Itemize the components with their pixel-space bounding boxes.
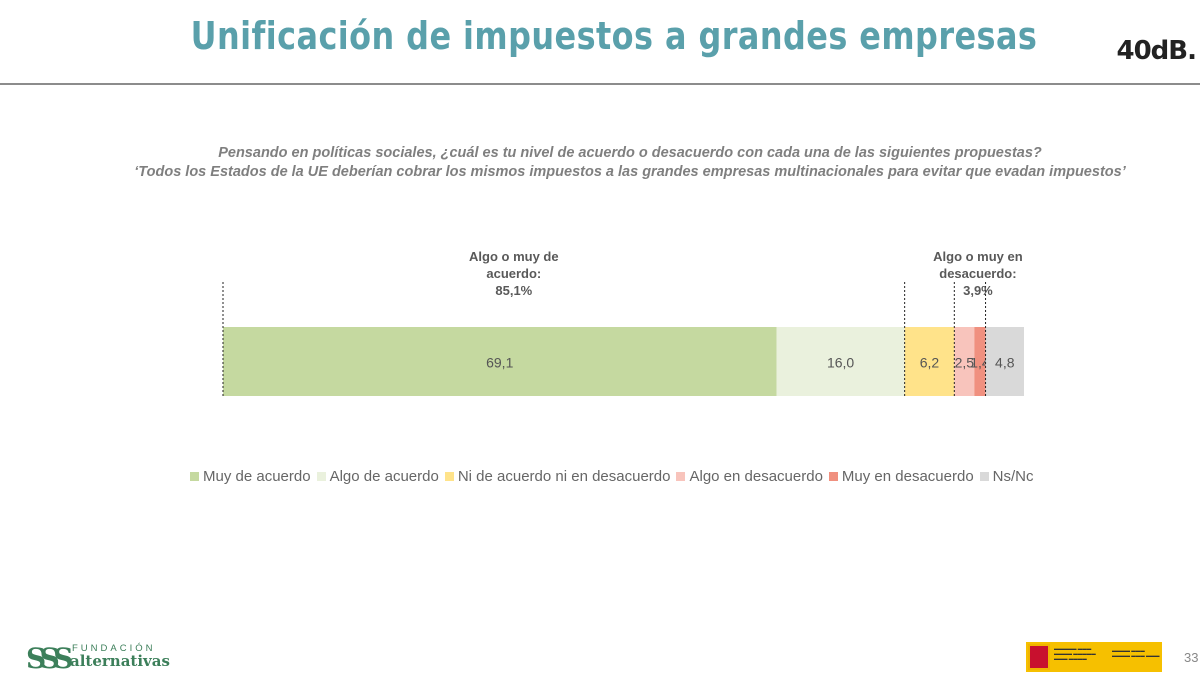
bar-value-label: 4,8 — [995, 355, 1015, 371]
bar-value-label: 1,4 — [970, 355, 990, 371]
bar-value-label: 16,0 — [827, 355, 854, 371]
legend-label: Muy en desacuerdo — [841, 467, 974, 485]
legend-swatch — [828, 471, 838, 481]
legend-item: Algo en desacuerdo — [676, 467, 823, 485]
bracket-label: Algo o muy de — [469, 249, 559, 264]
legend-label: Muy de acuerdo — [203, 467, 311, 485]
bar-segment — [974, 327, 986, 396]
legend-item: Ns/Nc — [979, 467, 1034, 485]
page-title: Unificación de impuestos a grandes empre… — [190, 14, 1038, 58]
bar-segment — [223, 327, 777, 396]
question-line-1: Pensando en políticas sociales, ¿cuál es… — [218, 145, 1042, 161]
bar-segment — [776, 327, 905, 396]
legend-label: Ns/Nc — [992, 467, 1034, 485]
logo-mark: SSS — [26, 642, 74, 675]
header-divider — [0, 83, 1200, 85]
bar-segment — [904, 327, 955, 396]
bracket-label: 85,1% — [495, 283, 532, 298]
legend-item: Algo de acuerdo — [316, 467, 439, 485]
stacked-bar-chart: 69,1 16,0 6,2 2,5 1,4 4,8 Algo o muy de acuerdo… — [0, 230, 1200, 430]
bar-segment — [954, 327, 975, 396]
brand-logo: 40dB. — [1116, 36, 1197, 66]
logo-bottom-text: alternativas — [70, 652, 170, 670]
legend-label: Algo de acuerdo — [329, 467, 439, 485]
bar-value-label: 2,5 — [955, 355, 975, 371]
fundacion-alternativas-logo: SSS FUNDACIÓN alternativas — [26, 640, 176, 675]
government-text-2-icon: ▬▬▬▬ ▬▬▬ ▬▬▬▬ ▬▬▬ ▬▬▬ — [1112, 648, 1160, 658]
bracket-label: 3,9% — [963, 283, 993, 298]
bar-value-label: 69,1 — [486, 355, 513, 371]
chart-legend: Muy de acuerdo Algo de acuerdo Ni de acuer… — [190, 466, 1040, 486]
government-text-icon: ▬▬▬▬▬ ▬▬▬ ▬▬▬▬ ▬▬▬▬▬ ▬▬▬ ▬▬▬▬ — [1054, 646, 1096, 661]
legend-swatch — [979, 471, 989, 481]
bracket-label: desacuerdo: — [939, 266, 1016, 281]
bracket-label: acuerdo: — [486, 266, 541, 281]
legend-label: Ni de acuerdo ni en desacuerdo — [457, 467, 671, 485]
chart-svg: 69,1 16,0 6,2 2,51,4 4,8 Algo o muy de acuerdo… — [222, 249, 1024, 398]
bracket-label: Algo o muy en — [933, 249, 1023, 264]
government-logo: ▬▬▬▬▬ ▬▬▬ ▬▬▬▬ ▬▬▬▬▬ ▬▬▬ ▬▬▬▬ ▬▬▬▬ ▬▬▬ ▬… — [1022, 642, 1162, 672]
legend-item: Muy en desacuerdo — [828, 467, 974, 485]
legend-label: Algo en desacuerdo — [689, 467, 823, 485]
question-line-2: ‘Todos los Estados de la UE deberían cob… — [134, 164, 1126, 180]
bar-value-label: 6,2 — [920, 355, 940, 371]
legend-swatch — [676, 471, 686, 481]
page-number: 33 — [1184, 650, 1199, 665]
bar-segment — [985, 327, 1024, 396]
coat-of-arms-icon — [1028, 644, 1050, 670]
legend-item: Muy de acuerdo — [190, 468, 311, 485]
legend-swatch — [190, 471, 199, 481]
legend-swatch — [316, 471, 326, 481]
logo-top-text: FUNDACIÓN — [72, 643, 156, 654]
legend-item: Ni de acuerdo ni en desacuerdo — [444, 467, 671, 485]
legend-swatch — [444, 471, 454, 481]
